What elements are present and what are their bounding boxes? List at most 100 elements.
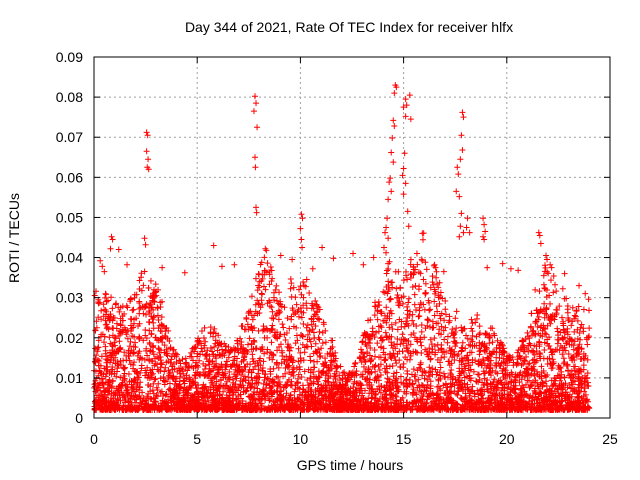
data-point bbox=[417, 300, 424, 307]
data-point bbox=[255, 282, 262, 289]
data-point bbox=[150, 351, 157, 358]
data-point bbox=[548, 264, 555, 271]
data-point bbox=[143, 345, 150, 352]
data-point bbox=[209, 348, 216, 355]
data-point bbox=[136, 305, 143, 312]
data-point bbox=[569, 401, 576, 408]
data-point bbox=[454, 352, 461, 359]
data-point bbox=[412, 307, 419, 314]
data-point bbox=[418, 402, 425, 409]
data-point bbox=[391, 341, 398, 348]
data-point bbox=[555, 336, 562, 343]
data-point bbox=[410, 386, 417, 393]
data-point bbox=[495, 377, 502, 384]
data-point bbox=[229, 397, 236, 404]
data-point bbox=[386, 324, 393, 331]
data-point bbox=[497, 406, 504, 413]
data-point bbox=[421, 384, 428, 391]
data-point bbox=[137, 369, 144, 376]
data-point bbox=[565, 394, 572, 401]
data-point bbox=[550, 272, 557, 279]
data-point bbox=[489, 348, 496, 355]
data-point bbox=[515, 267, 522, 274]
data-point bbox=[136, 384, 143, 391]
data-point bbox=[398, 379, 405, 386]
data-point bbox=[486, 399, 493, 406]
data-point bbox=[564, 309, 571, 316]
data-point bbox=[419, 392, 426, 399]
data-point bbox=[383, 224, 390, 231]
data-point bbox=[555, 390, 562, 397]
data-point bbox=[231, 371, 238, 378]
data-point bbox=[422, 280, 429, 287]
data-point bbox=[252, 275, 259, 282]
data-point bbox=[300, 321, 307, 328]
data-point bbox=[386, 296, 393, 303]
data-point bbox=[457, 156, 464, 163]
data-point bbox=[522, 336, 529, 343]
data-point bbox=[182, 363, 189, 370]
data-point bbox=[251, 154, 258, 161]
data-point bbox=[391, 122, 398, 129]
data-point bbox=[378, 324, 385, 331]
data-point bbox=[419, 368, 426, 375]
data-point bbox=[206, 357, 213, 364]
data-point bbox=[159, 264, 166, 271]
data-point bbox=[562, 380, 569, 387]
data-point bbox=[420, 276, 427, 283]
data-point bbox=[577, 324, 584, 331]
data-point bbox=[299, 341, 306, 348]
data-point bbox=[416, 283, 423, 290]
data-point bbox=[377, 389, 384, 396]
data-point bbox=[552, 374, 559, 381]
data-point bbox=[299, 382, 306, 389]
data-point bbox=[321, 391, 328, 398]
data-point bbox=[537, 332, 544, 339]
data-point bbox=[176, 373, 183, 380]
data-point bbox=[586, 307, 593, 314]
data-point bbox=[547, 346, 554, 353]
data-point bbox=[427, 336, 434, 343]
data-point bbox=[568, 385, 575, 392]
data-point bbox=[251, 391, 258, 398]
data-point bbox=[289, 256, 296, 263]
data-point bbox=[211, 397, 218, 404]
data-point bbox=[410, 330, 417, 337]
data-point bbox=[362, 368, 369, 375]
data-point bbox=[215, 400, 222, 407]
data-point bbox=[400, 165, 407, 172]
data-point bbox=[397, 363, 404, 370]
data-point bbox=[544, 256, 551, 263]
data-point bbox=[438, 331, 445, 338]
data-point bbox=[390, 406, 397, 413]
data-point bbox=[529, 366, 536, 373]
data-point bbox=[280, 324, 287, 331]
data-point bbox=[166, 386, 173, 393]
data-point bbox=[386, 333, 393, 340]
data-point bbox=[395, 268, 402, 275]
data-point bbox=[456, 233, 463, 240]
data-point bbox=[161, 377, 168, 384]
data-point bbox=[107, 340, 114, 347]
data-point bbox=[360, 363, 367, 370]
data-point bbox=[526, 360, 533, 367]
data-point bbox=[158, 314, 165, 321]
data-point bbox=[269, 325, 276, 332]
data-point bbox=[452, 343, 459, 350]
data-point bbox=[276, 383, 283, 390]
data-point bbox=[243, 388, 250, 395]
data-point bbox=[459, 396, 466, 403]
data-point bbox=[319, 340, 326, 347]
data-point bbox=[524, 329, 531, 336]
data-point bbox=[226, 374, 233, 381]
data-point bbox=[378, 334, 385, 341]
data-point bbox=[531, 389, 538, 396]
data-point bbox=[171, 375, 178, 382]
data-point bbox=[532, 390, 539, 397]
data-point bbox=[574, 350, 581, 357]
data-point bbox=[102, 294, 109, 301]
data-point bbox=[124, 384, 131, 391]
data-point bbox=[459, 383, 466, 390]
data-point bbox=[321, 406, 328, 413]
data-point bbox=[563, 340, 570, 347]
